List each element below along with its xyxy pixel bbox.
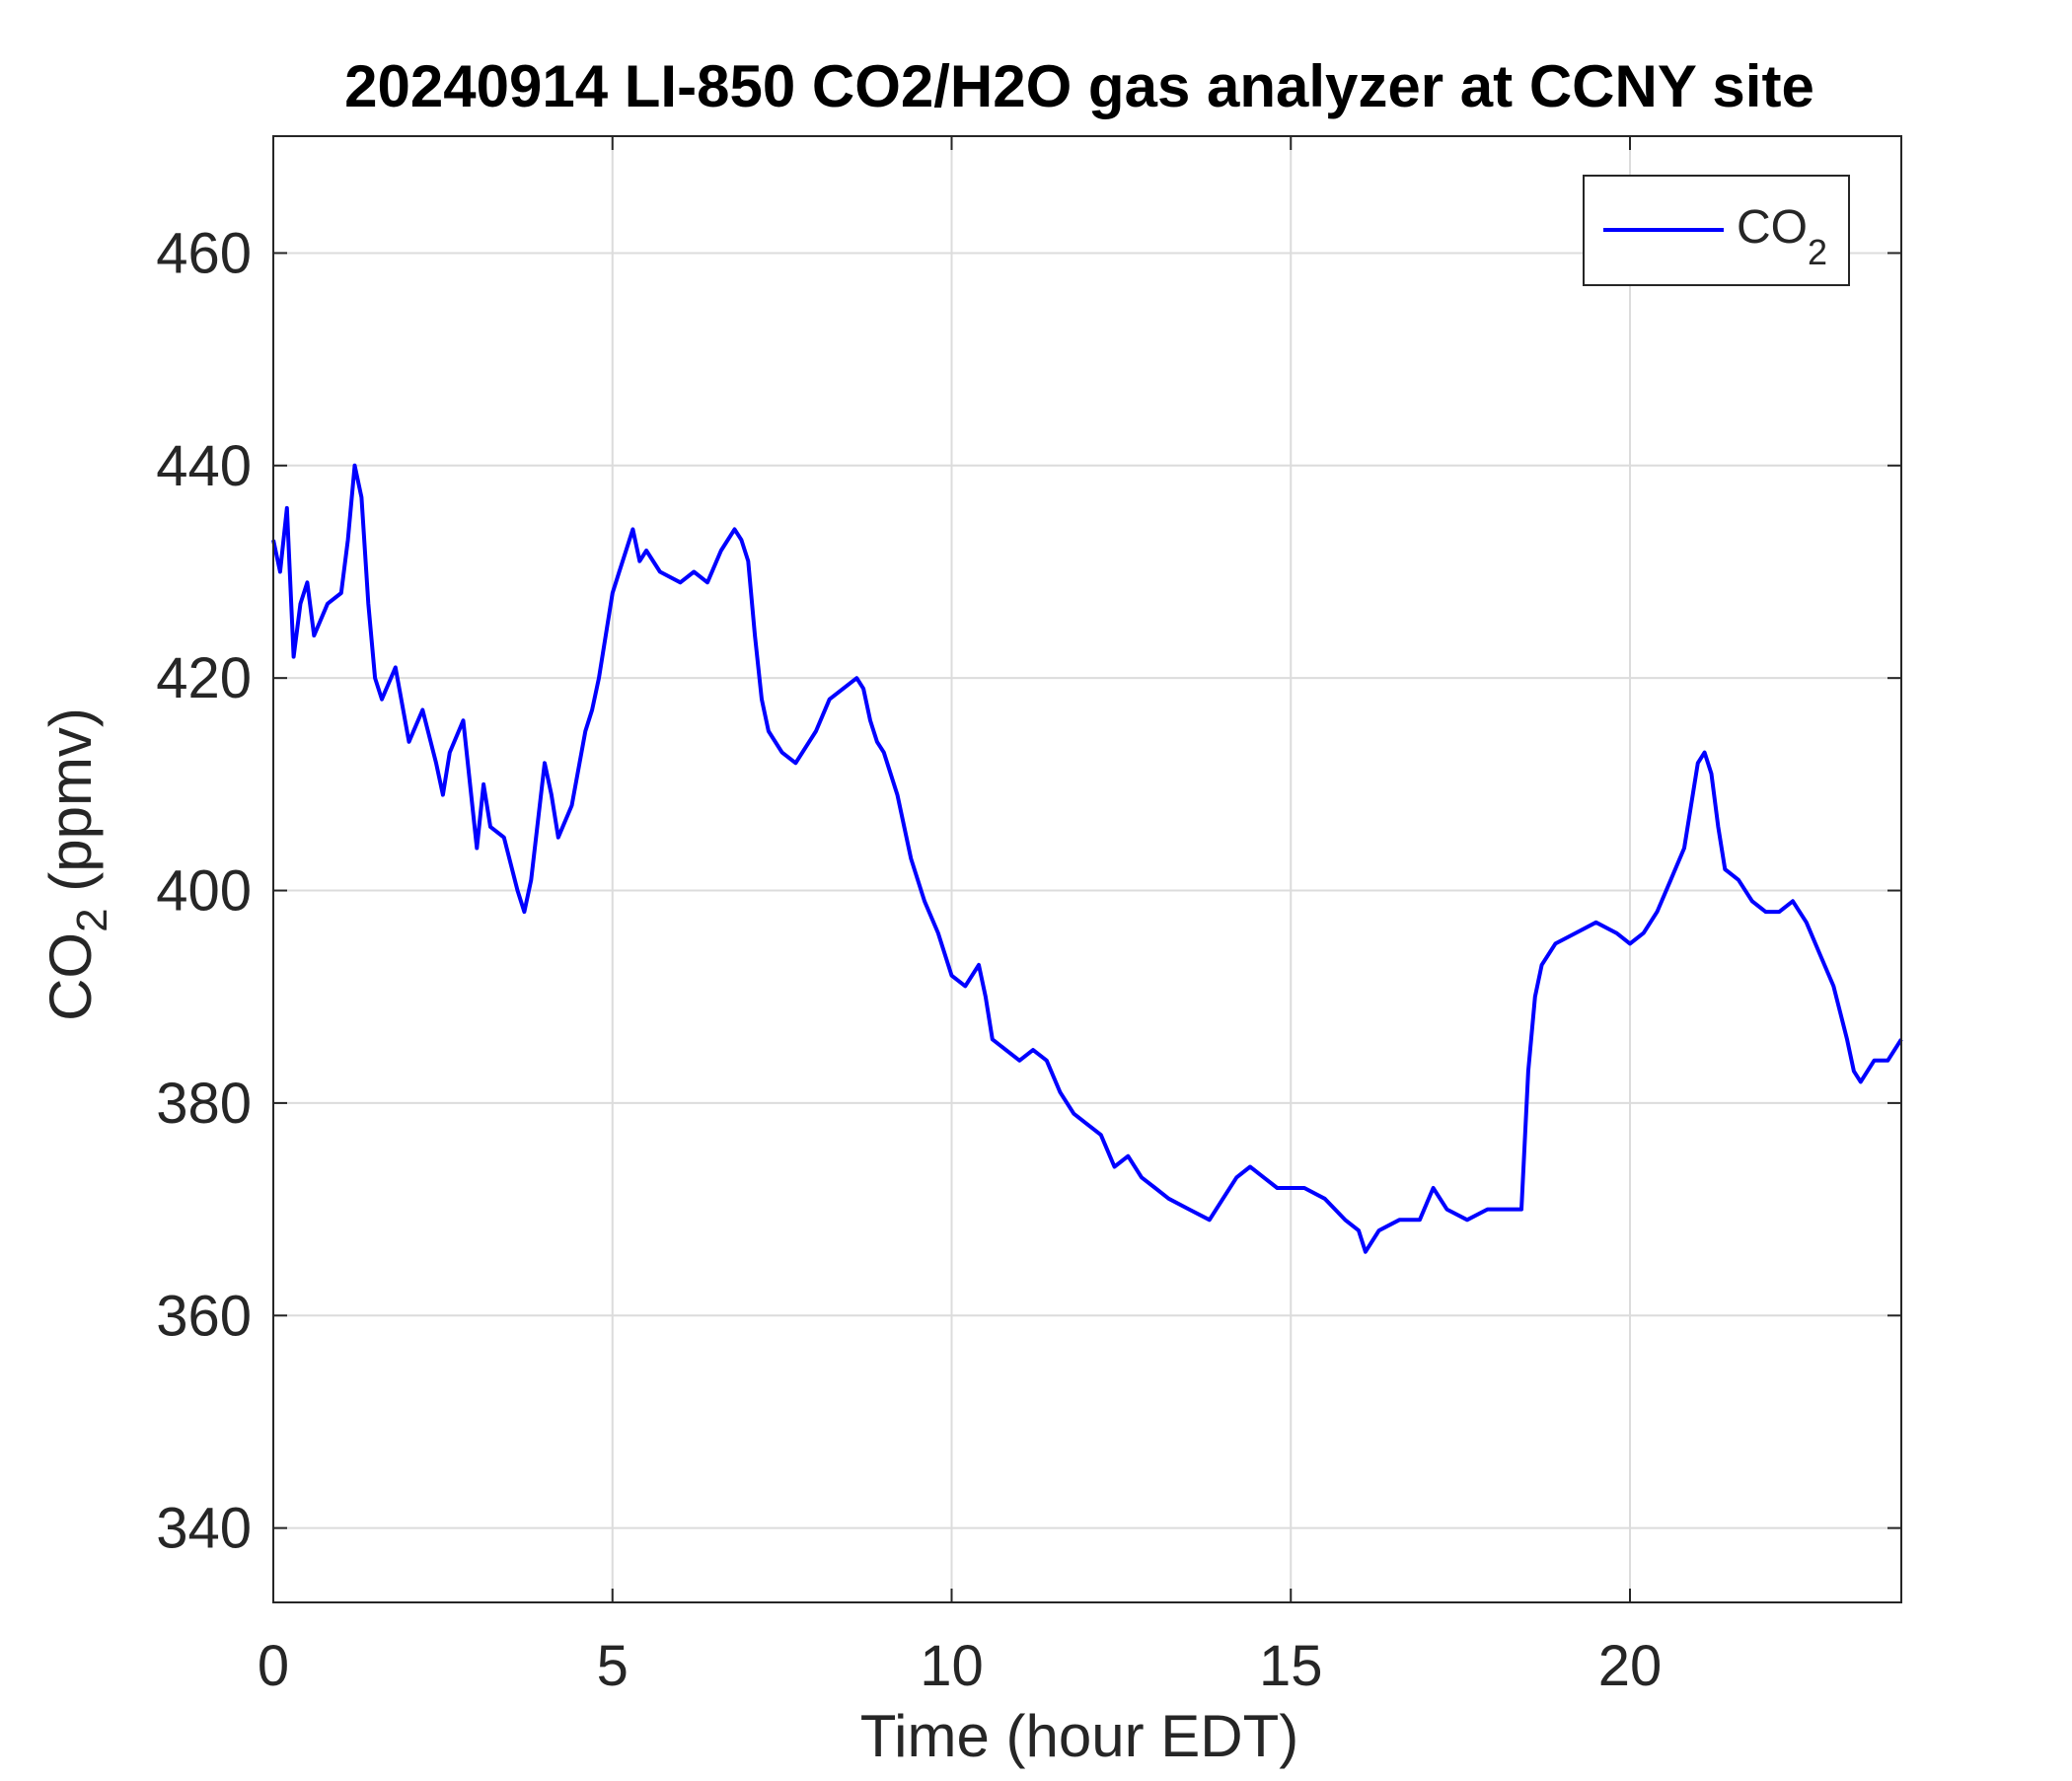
x-tick-label: 0 [258,1634,289,1698]
y-tick-labels: 340 360 380 400 420 440 460 [156,221,252,1560]
co2-series-line [271,463,1903,1254]
y-axis-label-base: CO [37,932,104,1021]
x-tick-labels: 0 5 10 15 20 [258,1634,1662,1698]
x-tick-label: 10 [920,1634,984,1698]
x-tick-label: 15 [1259,1634,1323,1698]
legend-co2-label: CO2 [1737,201,1827,272]
grid-lines [272,136,1901,1602]
y-tick-label: 400 [156,859,252,924]
series-layer [271,463,1903,1254]
y-axis-label: CO2 (ppmv) [37,707,116,1021]
y-axis-label-rest: (ppmv) [37,707,104,908]
y-axis-label-subscript: 2 [68,908,116,931]
y-tick-label: 460 [156,221,252,285]
chart-title: 20240914 LI-850 CO2/H2O gas analyzer at … [344,53,1814,119]
axes-box [272,135,1902,1603]
x-tick-label: 20 [1598,1634,1663,1698]
legend-co2-subscript: 2 [1808,232,1827,272]
plot-area [273,136,1901,1602]
legend: CO2 [1583,175,1850,286]
y-tick-label: 440 [156,434,252,498]
x-tick-label: 5 [597,1634,629,1698]
y-tick-label: 360 [156,1284,252,1348]
y-tick-label: 340 [156,1497,252,1561]
legend-co2-base: CO [1737,201,1808,254]
x-axis-label: Time (hour EDT) [860,1703,1299,1769]
y-tick-label: 380 [156,1072,252,1136]
tick-marks [272,136,1901,1602]
y-tick-label: 420 [156,646,252,710]
